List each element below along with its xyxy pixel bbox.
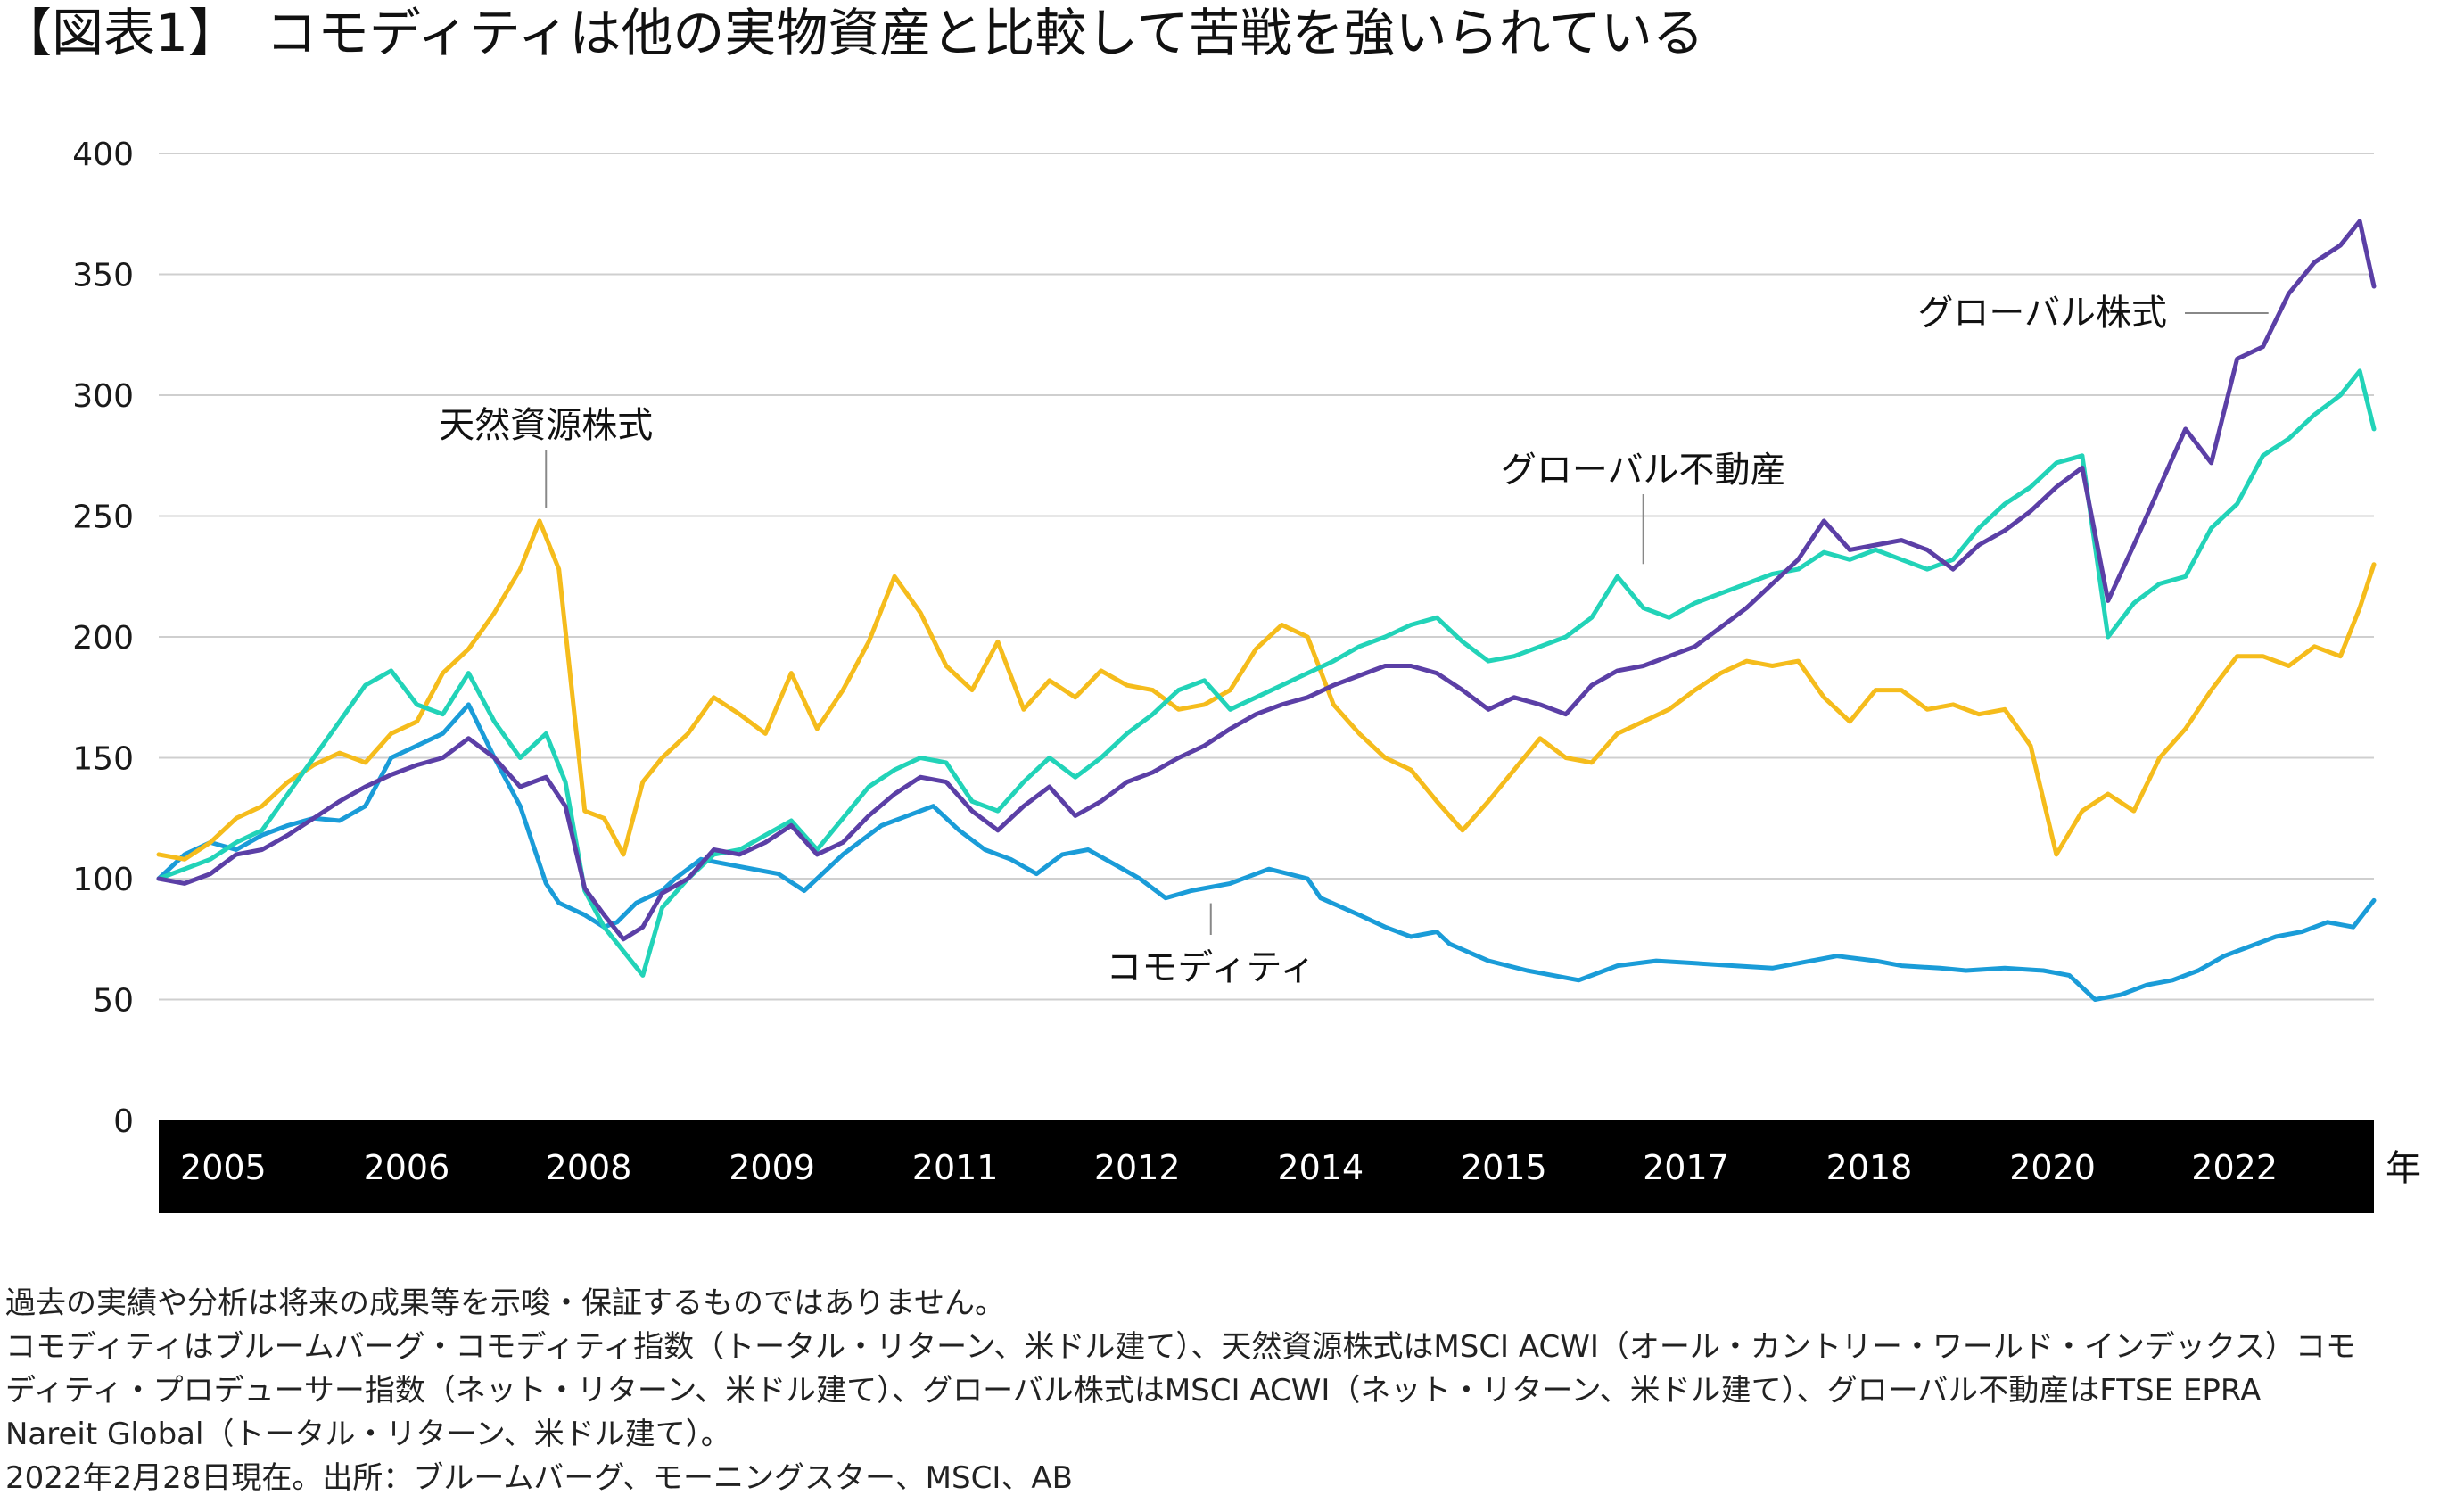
x-tick-label: 2008 — [546, 1148, 632, 1187]
series-label: グローバル不動産 — [1501, 450, 1786, 491]
footnote-line: 2022年2月28日現在。出所：ブルームバーグ、モーニングスター、MSCI、AB — [5, 1460, 1073, 1496]
footnote-line: コモディティはブルームバーグ・コモディティ指数（トータル・リターン、米ドル建て）… — [5, 1329, 2356, 1365]
x-tick-label: 2022 — [2191, 1148, 2278, 1187]
x-tick-label: 2018 — [1826, 1148, 1913, 1187]
series-line-global-equity — [156, 219, 2377, 942]
x-tick-label: 2020 — [2009, 1148, 2096, 1187]
footnote-line: Nareit Global（トータル・リターン、米ドル建て）。 — [5, 1417, 731, 1452]
series-label: コモディティ — [1106, 947, 1315, 988]
chart-title: 【図表1】 コモディティは他の実物資産と比較して苦戦を強いられている — [0, 3, 1704, 63]
x-tick-label: 2012 — [1094, 1148, 1181, 1187]
x-tick-label: 2014 — [1277, 1148, 1364, 1187]
x-tick-label: 2005 — [180, 1148, 267, 1187]
series-line-natural-resources — [156, 518, 2377, 862]
y-tick-label: 300 — [72, 378, 134, 415]
y-tick-label: 400 — [72, 136, 134, 173]
y-tick-label: 100 — [72, 862, 134, 898]
y-tick-label: 250 — [72, 500, 134, 536]
series-lines — [156, 219, 2377, 1002]
y-axis-ticks: 0 50 100 150 200 250 300 350 400 — [72, 136, 134, 1140]
x-axis-ticks: 2005 2006 2008 2009 2011 2012 2014 2015 2017 2018… — [180, 1148, 2278, 1187]
x-tick-label: 2015 — [1461, 1148, 1547, 1187]
x-tick-label: 2017 — [1643, 1148, 1729, 1187]
x-axis-unit-label: 年 — [2386, 1148, 2421, 1189]
footnotes: 過去の実績や分析は将来の成果等を示唆・保証するものではありません。 コモディティ… — [5, 1282, 2449, 1500]
y-tick-label: 0 — [113, 1103, 134, 1140]
y-tick-label: 150 — [72, 741, 134, 778]
series-label: グローバル株式 — [1917, 293, 2167, 334]
x-tick-label: 2011 — [912, 1148, 999, 1187]
x-tick-label: 2009 — [729, 1148, 815, 1187]
x-tick-label: 2006 — [364, 1148, 450, 1187]
series-line-global-reit — [156, 368, 2377, 978]
x-axis-band — [159, 1120, 2374, 1213]
series-label: 天然資源株式 — [439, 405, 653, 446]
y-tick-label: 200 — [72, 620, 134, 657]
y-tick-label: 350 — [72, 258, 134, 294]
gridlines — [159, 153, 2374, 1001]
footnote-line: 過去の実績や分析は将来の成果等を示唆・保証するものではありません。 — [5, 1285, 1005, 1321]
y-tick-label: 50 — [93, 983, 134, 1020]
footnote-line: ディティ・プロデューサー指数（ネット・リターン、米ドル建て）、グローバル株式はM… — [5, 1373, 2262, 1409]
